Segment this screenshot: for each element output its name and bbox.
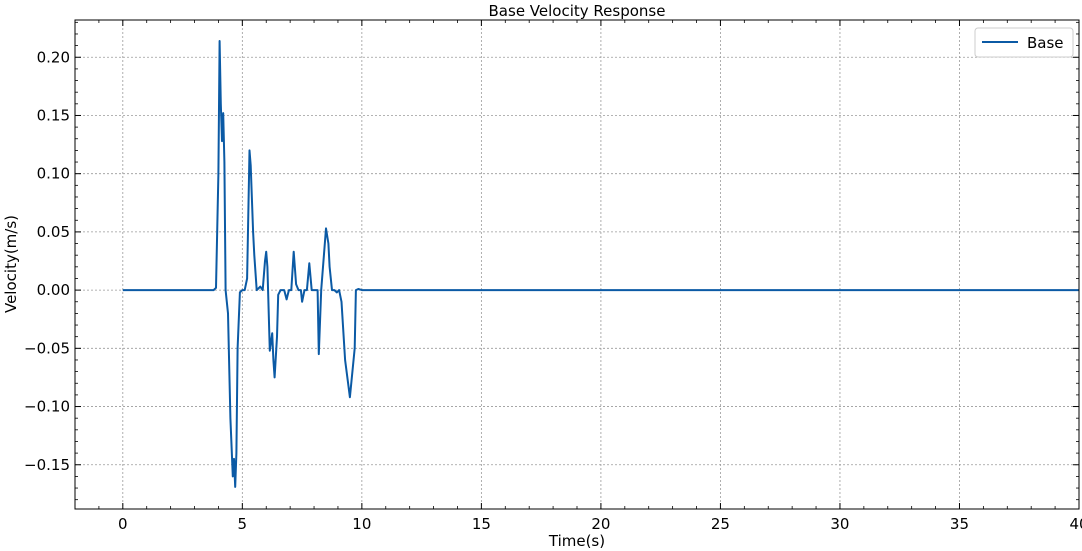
series-line-base bbox=[122, 40, 1079, 488]
x-tick-label: 0 bbox=[118, 515, 128, 533]
y-tick-label: −0.15 bbox=[24, 456, 70, 474]
legend: Base bbox=[974, 27, 1074, 58]
y-tick-label: −0.10 bbox=[24, 398, 70, 416]
y-tick-label: 0.05 bbox=[37, 223, 70, 241]
chart-title: Base Velocity Response bbox=[489, 2, 666, 20]
x-tick-label: 25 bbox=[711, 515, 730, 533]
x-tick-label: 15 bbox=[472, 515, 491, 533]
y-tick-label: −0.05 bbox=[24, 339, 70, 357]
x-tick-label: 40 bbox=[1069, 515, 1082, 533]
plot-frame bbox=[74, 19, 1080, 510]
y-tick-label: 0.20 bbox=[37, 48, 70, 66]
ticks: 0 5 10 15 20 25 30 35 40 −0.15 −0.10 −0.05 0.00 0.05 0… bbox=[24, 20, 1082, 533]
y-tick-label: 0.10 bbox=[37, 165, 70, 183]
x-tick-label: 30 bbox=[830, 515, 849, 533]
x-tick-label: 35 bbox=[950, 515, 969, 533]
legend-label-base: Base bbox=[1027, 34, 1064, 52]
y-axis-label: Velocity(m/s) bbox=[2, 215, 20, 313]
x-tick-label: 20 bbox=[591, 515, 610, 533]
y-tick-label: 0.15 bbox=[37, 106, 70, 124]
legend-box bbox=[974, 27, 1074, 58]
x-axis-label: Time(s) bbox=[548, 532, 605, 550]
series-layer bbox=[122, 40, 1079, 488]
y-tick-label: 0.00 bbox=[37, 281, 70, 299]
x-tick-label: 5 bbox=[238, 515, 248, 533]
x-tick-label: 10 bbox=[352, 515, 371, 533]
